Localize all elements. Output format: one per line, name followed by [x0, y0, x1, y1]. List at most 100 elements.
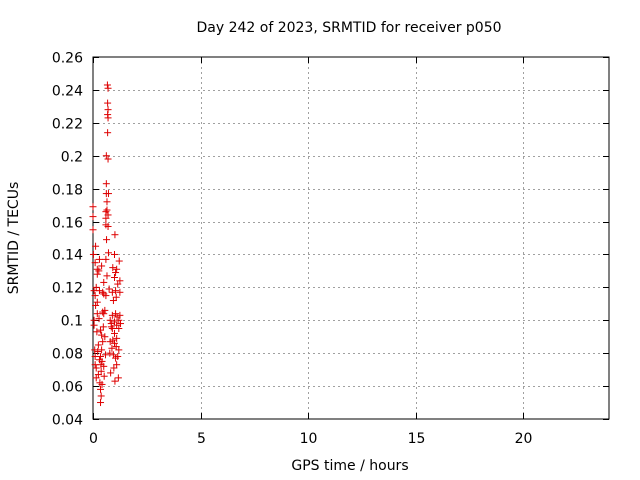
- data-point-marker: [104, 106, 112, 114]
- y-tick-label: 0.26: [52, 51, 83, 67]
- data-point-marker: [104, 211, 112, 219]
- chart-title: Day 242 of 2023, SRMTID for receiver p05…: [196, 20, 501, 36]
- data-point-marker: [103, 272, 111, 280]
- data-point-marker: [104, 114, 112, 122]
- data-point-marker: [102, 292, 110, 300]
- data-point-marker: [111, 339, 118, 347]
- data-point-marker: [92, 242, 100, 250]
- x-tick-label: 10: [300, 431, 318, 447]
- data-point-marker: [89, 226, 97, 234]
- data-point-marker: [98, 346, 106, 354]
- data-point-marker: [112, 287, 120, 295]
- y-tick-label: 0.18: [52, 183, 83, 199]
- data-point-marker: [95, 287, 103, 295]
- data-point-marker: [108, 311, 116, 319]
- data-point-marker: [102, 180, 110, 188]
- data-point-marker: [114, 374, 122, 382]
- data-point-marker: [91, 292, 99, 300]
- data-point-marker: [111, 377, 119, 385]
- data-point-marker: [98, 380, 106, 388]
- x-tick-label: 20: [515, 431, 533, 447]
- data-point-marker: [104, 190, 112, 198]
- data-point-marker: [94, 341, 102, 349]
- data-point-marker: [109, 336, 117, 344]
- y-tick-label: 0.16: [52, 216, 83, 232]
- data-point-marker: [99, 288, 107, 296]
- data-point-marker: [104, 155, 112, 163]
- data-point-marker: [89, 213, 97, 221]
- data-point-marker: [117, 320, 125, 328]
- data-point-marker: [91, 346, 99, 354]
- x-axis-label: GPS time / hours: [291, 458, 408, 474]
- data-point-marker: [100, 362, 108, 370]
- data-point-marker: [97, 385, 105, 393]
- y-tick-label: 0.1: [61, 314, 83, 330]
- data-point-marker: [116, 277, 124, 285]
- data-point-marker: [98, 357, 106, 365]
- data-point-marker: [93, 270, 101, 278]
- data-point-marker: [113, 265, 121, 273]
- y-tick-label: 0.12: [52, 281, 83, 297]
- data-point-marker: [116, 288, 124, 296]
- grid-lines: [93, 57, 609, 419]
- data-point-marker: [93, 328, 101, 336]
- data-point-marker: [100, 372, 108, 380]
- data-point-marker: [101, 351, 109, 359]
- data-point-marker: [93, 310, 101, 318]
- data-point-marker: [113, 361, 121, 369]
- data-point-marker: [104, 249, 112, 257]
- data-point-marker: [94, 348, 102, 356]
- y-tick-label: 0.04: [52, 413, 83, 429]
- data-point-marker: [99, 323, 107, 331]
- data-point-marker: [89, 250, 97, 258]
- data-point-marker: [92, 364, 100, 372]
- data-point-marker: [106, 316, 114, 324]
- data-point-marker: [109, 264, 117, 272]
- data-point-marker: [103, 206, 111, 214]
- data-point-marker: [99, 338, 107, 346]
- data-point-marker: [106, 349, 114, 357]
- data-point-marker: [111, 273, 118, 281]
- y-tick-label: 0.08: [52, 347, 83, 363]
- data-point-marker: [108, 325, 116, 332]
- data-point-marker: [101, 306, 109, 314]
- data-point-marker: [97, 392, 105, 400]
- data-point-marker: [112, 269, 120, 277]
- data-point-marker: [91, 259, 99, 267]
- data-points: [89, 81, 125, 407]
- y-tick-label: 0.2: [61, 150, 83, 166]
- x-tick-label: 5: [197, 431, 206, 447]
- data-point-marker: [114, 352, 122, 360]
- data-point-marker: [95, 315, 103, 323]
- data-point-marker: [115, 257, 123, 265]
- data-point-marker: [105, 285, 113, 293]
- y-tick-label: 0.22: [52, 117, 83, 133]
- axis-ticks: 0.04 0.06 0.08 0.1 0.12 0.14 0.16 0.18 0.2 0.22 0.…: [52, 51, 609, 447]
- data-point-marker: [108, 344, 116, 352]
- x-tick-label: 0: [89, 431, 98, 447]
- data-point-marker: [107, 323, 115, 331]
- x-tick-label: 15: [408, 431, 426, 447]
- data-point-marker: [100, 278, 108, 286]
- data-point-marker: [92, 301, 100, 309]
- data-point-marker: [97, 367, 105, 375]
- data-point-marker: [112, 293, 120, 301]
- y-tick-label: 0.14: [52, 248, 83, 264]
- data-point-marker: [108, 288, 116, 296]
- data-point-marker: [112, 310, 120, 318]
- data-point-marker: [102, 255, 110, 263]
- data-point-marker: [98, 331, 106, 339]
- data-point-marker: [107, 369, 115, 377]
- plot-area-border: [92, 56, 610, 420]
- y-tick-label: 0.06: [52, 380, 83, 396]
- data-point-marker: [104, 84, 112, 92]
- y-axis-label: SRMTID / TECUs: [6, 182, 22, 295]
- data-point-marker: [92, 283, 100, 291]
- data-point-marker: [90, 321, 98, 329]
- data-point-marker: [97, 352, 105, 360]
- data-point-marker: [115, 316, 123, 324]
- data-point-marker: [89, 203, 97, 211]
- data-point-marker: [116, 311, 124, 319]
- data-point-marker: [115, 325, 123, 332]
